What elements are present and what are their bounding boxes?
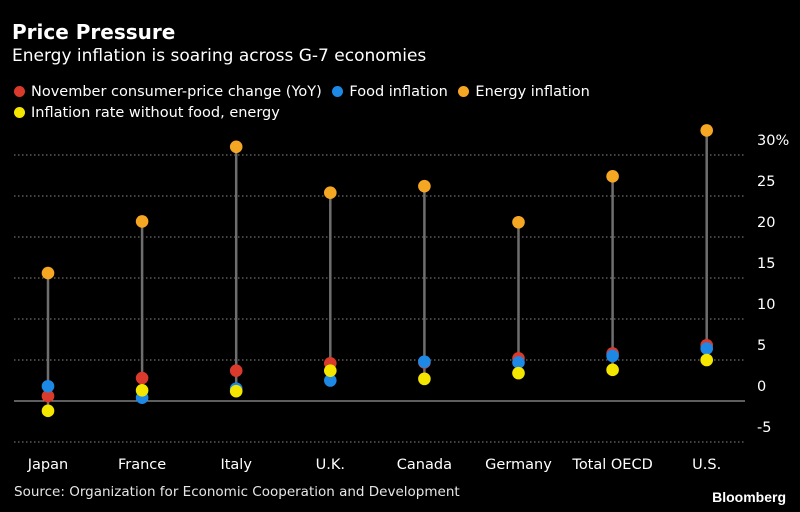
energy-point	[512, 215, 525, 229]
food-point	[418, 355, 431, 368]
food-point	[512, 356, 525, 369]
core-point	[41, 404, 55, 418]
y-tick-label: 20	[757, 215, 775, 231]
x-tick-label: Canada	[397, 457, 452, 473]
x-tick-label: Germany	[485, 457, 552, 473]
energy-point	[229, 140, 243, 154]
y-tick-label: -5	[757, 420, 771, 436]
core-point	[135, 384, 149, 397]
legend: November consumer-price change (YoY) Foo…	[14, 82, 654, 124]
core-point	[606, 363, 619, 377]
legend-item-core: Inflation rate without food, energy	[14, 103, 280, 124]
legend-swatch-food	[332, 86, 344, 97]
energy-point	[700, 124, 713, 137]
energy-point	[418, 179, 431, 193]
legend-label-headline: November consumer-price change (YoY)	[31, 84, 322, 100]
food-point	[324, 374, 337, 387]
energy-point	[606, 170, 619, 183]
source-note: Source: Organization for Economic Cooper…	[14, 484, 460, 500]
headline-point	[229, 364, 243, 377]
chart-subtitle: Energy inflation is soaring across G-7 e…	[12, 46, 427, 66]
energy-point	[135, 215, 149, 228]
legend-item-headline: November consumer-price change (YoY)	[14, 82, 322, 103]
y-tick-label: 30%	[757, 133, 789, 149]
legend-swatch-energy	[458, 86, 470, 97]
x-tick-label: U.K.	[316, 457, 345, 473]
legend-label-food: Food inflation	[349, 84, 448, 100]
food-point	[606, 349, 619, 363]
y-tick-label: 25	[757, 174, 775, 190]
x-tick-label: France	[118, 457, 166, 473]
x-tick-label: Italy	[220, 457, 252, 473]
legend-swatch-core	[14, 107, 25, 118]
chart-title: Price Pressure	[12, 20, 176, 44]
x-tick-label: U.S.	[692, 457, 721, 473]
core-point	[418, 372, 431, 386]
y-tick-label: 10	[757, 297, 775, 313]
energy-point	[324, 186, 337, 200]
y-tick-label: 15	[757, 256, 775, 272]
legend-item-energy: Energy inflation	[458, 82, 590, 103]
core-point	[324, 364, 337, 377]
headline-point	[41, 389, 55, 403]
headline-point	[135, 371, 149, 385]
y-tick-label: 0	[757, 379, 766, 395]
legend-item-food: Food inflation	[332, 82, 448, 103]
core-point	[512, 366, 525, 380]
legend-label-core: Inflation rate without food, energy	[31, 105, 280, 121]
food-point	[700, 342, 713, 355]
y-tick-label: 5	[757, 338, 766, 354]
energy-point	[41, 266, 55, 280]
bloomberg-logo: Bloomberg	[712, 489, 786, 505]
legend-label-energy: Energy inflation	[475, 84, 590, 100]
core-point	[700, 353, 713, 367]
core-point	[229, 384, 243, 398]
x-tick-label: Japan	[27, 457, 68, 473]
x-tick-label: Total OECD	[571, 457, 652, 473]
legend-swatch-headline	[14, 86, 25, 97]
food-point	[41, 379, 55, 393]
